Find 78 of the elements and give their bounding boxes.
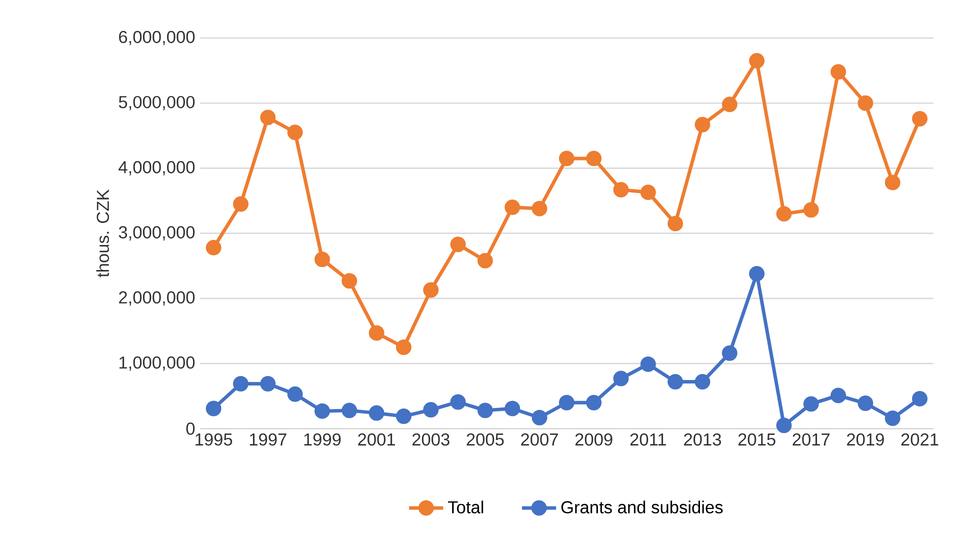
y-tick-label: 3,000,000	[118, 226, 195, 240]
point	[342, 402, 358, 418]
point	[504, 400, 520, 416]
point	[260, 110, 276, 126]
y-axis-title: thous. CZK	[96, 189, 110, 278]
point	[694, 374, 710, 390]
point	[776, 206, 792, 222]
point	[640, 184, 656, 200]
point	[858, 95, 874, 111]
point	[314, 403, 330, 419]
point	[586, 150, 602, 166]
x-tick-label: 2009	[575, 433, 612, 446]
point	[396, 408, 412, 424]
point	[477, 252, 493, 268]
point	[722, 345, 738, 361]
point	[477, 402, 493, 418]
point	[287, 386, 303, 402]
point	[668, 216, 684, 232]
point	[558, 150, 574, 166]
y-tick-label: 0	[186, 422, 195, 435]
point	[558, 394, 574, 410]
x-tick-label: 2007	[521, 433, 558, 446]
point	[233, 196, 248, 212]
point	[450, 394, 466, 410]
point	[613, 182, 629, 198]
point	[668, 374, 684, 390]
point	[830, 388, 846, 404]
point	[423, 402, 439, 418]
y-tick-label: 4,000,000	[118, 161, 195, 176]
point	[884, 410, 900, 426]
point	[532, 410, 548, 426]
point	[368, 405, 384, 421]
x-tick-label: 2005	[466, 433, 504, 446]
legend-label: Grants and subsidies	[561, 500, 723, 514]
point	[532, 200, 548, 216]
x-tick-label: 1999	[304, 433, 341, 446]
point	[586, 394, 602, 410]
point	[640, 356, 656, 372]
point	[803, 396, 819, 412]
x-tick-label: 2019	[847, 433, 884, 446]
y-tick-label: 6,000,000	[119, 30, 195, 46]
point	[694, 116, 710, 132]
point	[722, 96, 738, 112]
x-tick-label: 1995	[196, 433, 232, 446]
y-tick-label: 1,000,000	[119, 356, 195, 371]
point	[342, 273, 358, 289]
point	[912, 390, 928, 406]
x-tick-label: 2013	[684, 433, 721, 446]
point	[803, 202, 819, 218]
point	[912, 111, 928, 126]
point	[368, 325, 384, 341]
point	[504, 200, 520, 216]
point	[749, 53, 765, 69]
x-tick-label: 2003	[412, 433, 450, 446]
point	[749, 266, 765, 282]
x-tick-label: 2017	[792, 433, 830, 446]
point	[260, 376, 276, 392]
point	[613, 370, 629, 386]
point	[450, 236, 466, 252]
point	[776, 418, 792, 434]
x-tick-label: 2015	[738, 433, 776, 446]
point	[206, 400, 222, 416]
x-tick-label: 2001	[358, 433, 395, 446]
point	[287, 124, 303, 140]
x-tick-label: 2011	[630, 433, 666, 446]
point	[884, 174, 900, 190]
x-tick-label: 2021	[901, 433, 938, 446]
point	[423, 282, 439, 298]
x-tick-label: 1997	[250, 433, 286, 446]
point	[314, 252, 330, 268]
point	[396, 340, 412, 356]
point	[206, 240, 222, 256]
point	[233, 376, 248, 392]
legend-label: Total	[448, 500, 484, 514]
y-tick-label: 5,000,000	[118, 96, 195, 110]
point	[858, 396, 874, 412]
point	[830, 64, 846, 80]
y-tick-label: 2,000,000	[119, 291, 195, 306]
